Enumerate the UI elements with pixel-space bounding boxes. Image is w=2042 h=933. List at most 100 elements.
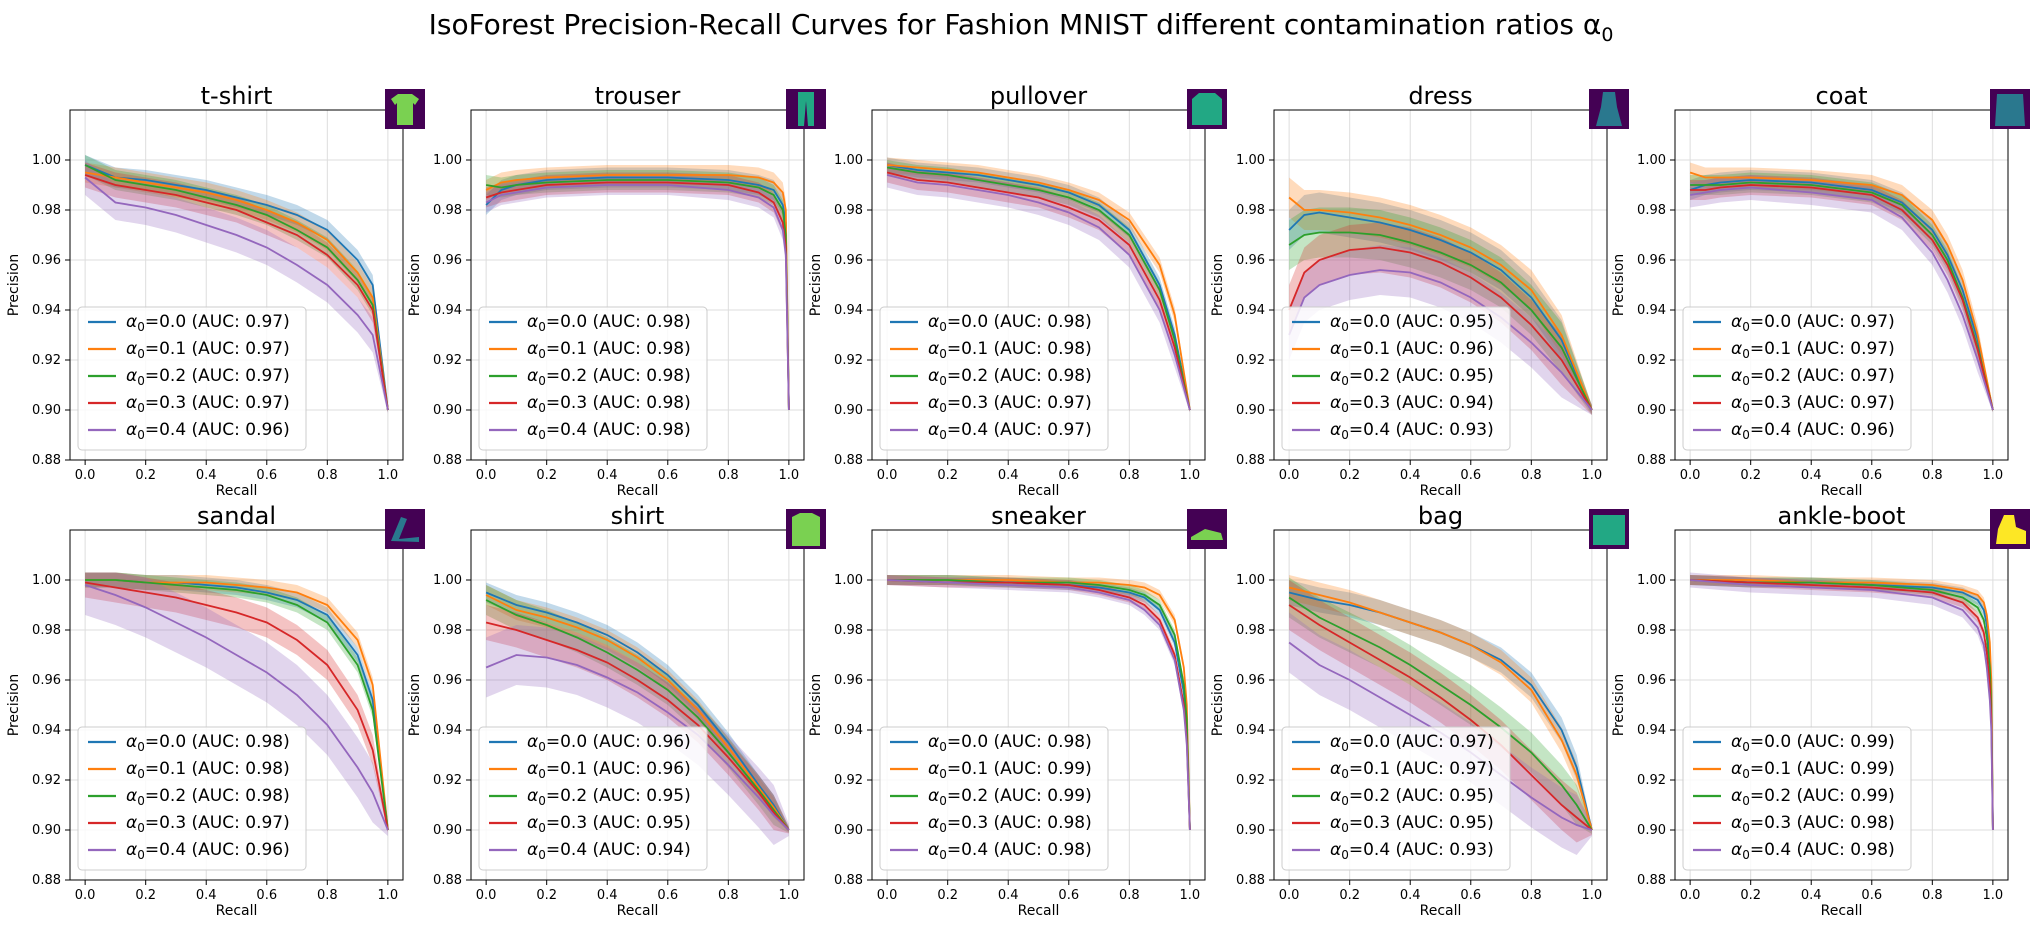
legend-alpha-subscript: 0 bbox=[939, 401, 947, 415]
series-band-1 bbox=[1289, 177, 1592, 414]
legend-label-2: α0=0.2 (AUC: 0.95) bbox=[1330, 786, 1494, 808]
legend-alpha-subscript: 0 bbox=[538, 401, 546, 415]
legend-series-value: =0.3 (AUC: 0.97) bbox=[947, 393, 1092, 413]
legend-alpha-subscript: 0 bbox=[1341, 848, 1349, 862]
legend-series-value: =0.4 (AUC: 0.93) bbox=[1349, 420, 1494, 440]
legend-alpha-subscript: 0 bbox=[1742, 848, 1750, 862]
legend-alpha-subscript: 0 bbox=[137, 374, 145, 388]
legend-series-value: =0.4 (AUC: 0.96) bbox=[1750, 420, 1895, 440]
y-tick-label: 1.00 bbox=[1637, 153, 1666, 168]
y-tick-label: 0.98 bbox=[433, 623, 462, 638]
x-axis-label: Recall bbox=[1821, 483, 1863, 499]
series-line-4 bbox=[84, 584, 389, 831]
x-tick-label: 0.8 bbox=[317, 468, 338, 483]
legend-box bbox=[879, 306, 1109, 451]
x-tick-label: 1.0 bbox=[1180, 888, 1201, 903]
subplot-title: trouser bbox=[595, 82, 681, 110]
y-tick-label: 0.98 bbox=[32, 623, 61, 638]
x-tick-label: 1.0 bbox=[779, 888, 800, 903]
x-tick-label: 1.0 bbox=[779, 468, 800, 483]
panel-trouser: 0.0 0.2 0.4 0.6 0.8 1.0 0.88 0.90 0.92 0.94 0.96 0.… bbox=[407, 82, 826, 499]
series-line-3 bbox=[485, 181, 790, 411]
legend-alpha-symbol: α bbox=[527, 786, 538, 806]
legend-label-1: α0=0.1 (AUC: 0.99) bbox=[1731, 759, 1895, 781]
legend-label-2: α0=0.2 (AUC: 0.98) bbox=[527, 366, 691, 388]
legend-alpha-symbol: α bbox=[928, 312, 939, 332]
legend-alpha-symbol: α bbox=[1731, 813, 1742, 833]
legend-alpha-subscript: 0 bbox=[939, 374, 947, 388]
legend-alpha-symbol: α bbox=[928, 786, 939, 806]
x-tick-label: 0.6 bbox=[1460, 468, 1481, 483]
figure-title: IsoForest Precision-Recall Curves for Fa… bbox=[429, 8, 1614, 46]
y-tick-label: 1.00 bbox=[834, 153, 863, 168]
x-tick-label: 0.4 bbox=[1400, 468, 1421, 483]
y-tick-label: 0.98 bbox=[834, 623, 863, 638]
series-band-2 bbox=[887, 575, 1190, 831]
legend-box bbox=[1281, 306, 1511, 451]
y-tick-label: 0.98 bbox=[834, 203, 863, 218]
legend-alpha-subscript: 0 bbox=[939, 740, 947, 754]
legend-alpha-subscript: 0 bbox=[1742, 821, 1750, 835]
legend-series-value: =0.2 (AUC: 0.95) bbox=[1349, 786, 1494, 806]
legend-alpha-symbol: α bbox=[126, 312, 137, 332]
y-tick-label: 0.90 bbox=[1637, 823, 1666, 838]
y-tick-label: 0.96 bbox=[834, 253, 863, 268]
legend-label-4: α0=0.4 (AUC: 0.93) bbox=[1330, 420, 1494, 442]
legend-series-value: =0.1 (AUC: 0.96) bbox=[546, 759, 691, 779]
legend-alpha-symbol: α bbox=[1330, 312, 1341, 332]
series-line-2 bbox=[1690, 579, 1994, 831]
y-tick-label: 0.90 bbox=[433, 403, 462, 418]
y-tick-label: 0.88 bbox=[1236, 453, 1265, 468]
legend-series-value: =0.4 (AUC: 0.96) bbox=[145, 840, 290, 860]
legend-label-0: α0=0.0 (AUC: 0.95) bbox=[1330, 312, 1494, 334]
legend-alpha-symbol: α bbox=[1330, 366, 1341, 386]
legend-series-value: =0.0 (AUC: 0.97) bbox=[1349, 732, 1494, 752]
y-axis-label: Precision bbox=[808, 254, 824, 316]
subplot-title: coat bbox=[1816, 82, 1868, 110]
y-tick-label: 0.94 bbox=[32, 303, 61, 318]
legend-series-value: =0.4 (AUC: 0.94) bbox=[546, 840, 691, 860]
legend-label-0: α0=0.0 (AUC: 0.98) bbox=[527, 312, 691, 334]
legend-label-4: α0=0.4 (AUC: 0.93) bbox=[1330, 840, 1494, 862]
series-line-3 bbox=[84, 174, 389, 411]
legend-alpha-symbol: α bbox=[527, 759, 538, 779]
legend-box bbox=[478, 726, 708, 871]
y-tick-label: 0.88 bbox=[1236, 873, 1265, 888]
x-tick-label: 0.8 bbox=[718, 888, 739, 903]
series-band-4 bbox=[85, 572, 388, 836]
axes-frame bbox=[69, 529, 404, 881]
legend-alpha-subscript: 0 bbox=[538, 740, 546, 754]
series-band-4 bbox=[887, 162, 1190, 413]
series-line-3 bbox=[886, 171, 1191, 411]
series-band-3 bbox=[887, 162, 1190, 412]
legend-series-value: =0.1 (AUC: 0.98) bbox=[546, 339, 691, 359]
x-tick-label: 1.0 bbox=[1983, 888, 2004, 903]
x-tick-label: 0.6 bbox=[657, 468, 678, 483]
legend-label-1: α0=0.1 (AUC: 0.97) bbox=[1731, 339, 1895, 361]
legend-series-value: =0.2 (AUC: 0.95) bbox=[1349, 366, 1494, 386]
legend-alpha-subscript: 0 bbox=[137, 767, 145, 781]
series-band-2 bbox=[1289, 577, 1592, 834]
series-line-3 bbox=[485, 621, 790, 831]
legend-series-value: =0.1 (AUC: 0.99) bbox=[947, 759, 1092, 779]
legend-alpha-subscript: 0 bbox=[137, 821, 145, 835]
series-line-2 bbox=[485, 599, 790, 831]
legend-alpha-symbol: α bbox=[928, 840, 939, 860]
y-tick-label: 0.88 bbox=[834, 873, 863, 888]
x-tick-label: 0.0 bbox=[1279, 888, 1300, 903]
y-axis-label: Precision bbox=[407, 674, 423, 736]
legend-label-0: α0=0.0 (AUC: 0.97) bbox=[1731, 312, 1895, 334]
legend-alpha-subscript: 0 bbox=[1742, 428, 1750, 442]
y-axis-label: Precision bbox=[6, 254, 22, 316]
axes-frame bbox=[1273, 529, 1608, 881]
legend-alpha-subscript: 0 bbox=[538, 428, 546, 442]
series-line-3 bbox=[1288, 246, 1593, 411]
legend-alpha-subscript: 0 bbox=[1742, 320, 1750, 334]
y-tick-label: 0.94 bbox=[834, 303, 863, 318]
x-tick-label: 0.8 bbox=[718, 468, 739, 483]
coat-thumbnail-shape bbox=[1995, 94, 2025, 126]
x-tick-label: 0.2 bbox=[1740, 888, 1761, 903]
x-tick-label: 0.2 bbox=[1339, 888, 1360, 903]
sandal-thumbnail-bg bbox=[385, 509, 425, 549]
series-band-0 bbox=[85, 155, 388, 412]
